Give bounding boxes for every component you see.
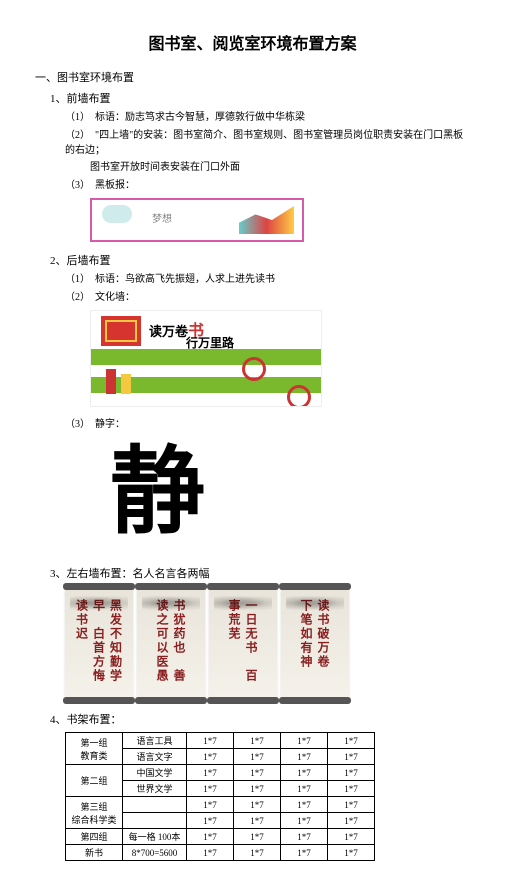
- jing-calligraphy: 静: [90, 435, 225, 550]
- scroll-1: 黑发不知勤学早 白首方悔读书迟: [65, 586, 133, 701]
- back-wall-heading: 2、后墙布置: [50, 252, 470, 268]
- table-row: 新书8*700=56001*71*71*71*7: [66, 845, 375, 861]
- front-wall-heading: 1、前墙布置: [50, 90, 470, 106]
- table-row: 第四组每一格 100本1*71*71*71*7: [66, 829, 375, 845]
- section-1: 一、图书室环境布置: [35, 69, 470, 85]
- back-item-3: （3） 静字：: [65, 417, 470, 432]
- scroll-2: 书犹药也 善读之可以医愚: [137, 586, 205, 701]
- culture-wall-image: 读万卷书 行万里路: [90, 310, 470, 407]
- table-row: 第二组中国文学1*71*71*71*7: [66, 765, 375, 781]
- front-item-2b: 图书室开放时间表安装在门口外面: [90, 161, 470, 175]
- back-item-2: （2） 文化墙：: [65, 290, 470, 305]
- front-item-2: （2） "四上墙"的安装：图书室简介、图书室规则、图书室管理员岗位职责安装在门口…: [65, 128, 470, 158]
- scroll-4: 读书破万卷 下笔如有神: [281, 586, 349, 701]
- table-row: 第三组综合科学类1*71*71*71*7: [66, 797, 375, 813]
- scroll-group: 黑发不知勤学早 白首方悔读书迟 书犹药也 善读之可以医愚 一日无书 百事荒芜 读…: [65, 586, 470, 701]
- back-item-1: （1） 标语：鸟欲高飞先振翅，人求上进先读书: [65, 272, 470, 287]
- table-row: 第一组教育类语言工具1*71*71*71*7: [66, 733, 375, 749]
- page-title: 图书室、阅览室环境布置方案: [35, 30, 470, 54]
- shelf-heading: 4、书架布置：: [50, 711, 470, 727]
- scroll-3: 一日无书 百事荒芜: [209, 586, 277, 701]
- side-wall-heading: 3、左右墙布置：名人名言各两幅: [50, 565, 470, 581]
- front-item-1: （1） 标语：励志笃求古今智慧，厚德敦行做中华栋梁: [65, 110, 470, 125]
- shelf-table: 第一组教育类语言工具1*71*71*71*7 语言文字1*71*71*71*7 …: [65, 732, 375, 861]
- blackboard-banner-image: [90, 198, 470, 242]
- front-item-3: （3） 黑板报：: [65, 178, 470, 193]
